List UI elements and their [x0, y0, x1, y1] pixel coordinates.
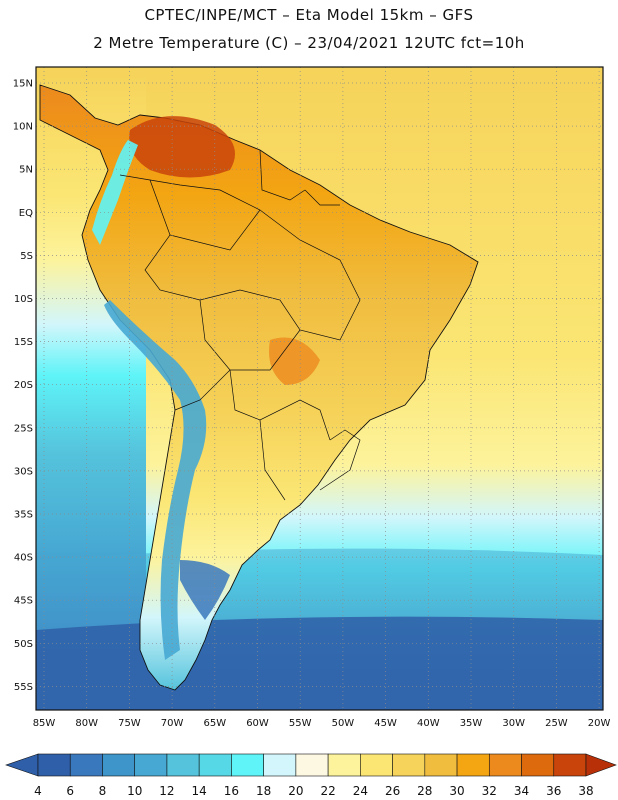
lon-label: 45W: [374, 718, 397, 729]
lat-label: 15S: [14, 337, 33, 348]
colorbar-swatch: [231, 753, 264, 777]
colorbar-swatch: [295, 753, 329, 777]
colorbar-swatch: [166, 753, 200, 777]
colorbar-tick-label: 24: [353, 784, 368, 798]
colorbar-tick-label: 16: [224, 784, 239, 798]
colorbar-swatch: [553, 753, 587, 777]
lon-label: 85W: [33, 718, 56, 729]
colorbar: 4 6 8 10 12 14 16 18 20 22 24 26 28 30 32 34 36 38: [5, 753, 617, 798]
hot-region-venezuela: [129, 116, 235, 178]
south-america-landmass: [39, 84, 479, 691]
colorbar-tick-label: 28: [417, 784, 432, 798]
lat-label: 40S: [14, 553, 33, 564]
colorbar-swatch: [488, 753, 522, 777]
map-frame: [35, 66, 604, 711]
lat-label: 25S: [14, 423, 33, 434]
lat-label: 20S: [14, 380, 33, 391]
lat-label: 15N: [13, 79, 33, 90]
andes-south: [104, 300, 207, 660]
colorbar-swatch: [392, 753, 426, 777]
colorbar-tick-label: 4: [34, 784, 42, 798]
lat-label: 10S: [14, 294, 33, 305]
lat-label: 55S: [14, 682, 33, 693]
colorbar-tick-label: 36: [546, 784, 561, 798]
colorbar-swatch: [424, 753, 458, 777]
colorbar-tick-label: 6: [66, 784, 74, 798]
lon-label: 65W: [203, 718, 226, 729]
colorbar-arrow-low: [5, 753, 39, 777]
lon-label: 55W: [289, 718, 312, 729]
colorbar-swatch: [327, 753, 361, 777]
colorbar-tick-label: 12: [159, 784, 174, 798]
colorbar-tick-label: 26: [385, 784, 400, 798]
lat-label: 50S: [14, 639, 33, 650]
colorbar-tick-label: 30: [449, 784, 464, 798]
colorbar-swatch: [134, 753, 168, 777]
colorbar-tick-label: 34: [514, 784, 529, 798]
map-title-line-2: 2 Metre Temperature (C) – 23/04/2021 12U…: [93, 34, 525, 52]
colorbar-swatch: [263, 753, 297, 777]
lon-label: 75W: [118, 718, 141, 729]
andes-north: [92, 140, 138, 245]
lat-label: 5S: [20, 251, 33, 262]
lon-label: 20W: [588, 718, 611, 729]
colorbar-swatch: [456, 753, 490, 777]
colorbar-swatch: [360, 753, 393, 777]
lat-label: EQ: [19, 208, 33, 219]
latitude-labels: 15N 10N 5N EQ 5S 10S 15S 20S 25S 30S 35S 40S 45S 50S 5…: [13, 79, 33, 693]
colorbar-swatch: [37, 753, 71, 777]
colorbar-arrow-high: [585, 753, 617, 777]
colorbar-tick-label: 22: [320, 784, 335, 798]
colorbar-swatch: [69, 753, 103, 777]
colorbar-swatch: [521, 753, 555, 777]
lon-label: 60W: [246, 718, 269, 729]
lon-label: 25W: [545, 718, 568, 729]
patagonia-cold-patch: [180, 560, 230, 620]
colorbar-swatch: [102, 753, 136, 777]
colorbar-tick-label: 10: [127, 784, 142, 798]
lat-label: 5N: [19, 165, 33, 176]
colorbar-tick-label: 8: [99, 784, 107, 798]
map-title-line-1: CPTEC/INPE/MCT – Eta Model 15km – GFS: [144, 6, 474, 24]
lat-label: 45S: [14, 596, 33, 607]
longitude-labels: 85W 80W 75W 70W 65W 60W 55W 50W 45W 40W 35W 30W 25W 2…: [33, 718, 611, 729]
lon-label: 40W: [417, 718, 440, 729]
lon-label: 50W: [332, 718, 355, 729]
colorbar-tick-label: 20: [288, 784, 303, 798]
country-borders: [119, 149, 361, 501]
southern-cold-band: [36, 616, 603, 710]
lon-label: 70W: [161, 718, 184, 729]
lat-label: 35S: [14, 510, 33, 521]
colorbar-tick-label: 14: [192, 784, 207, 798]
lon-label: 35W: [460, 718, 483, 729]
hot-region-mato-grosso: [269, 337, 320, 385]
graticule: [36, 67, 603, 710]
lat-label: 30S: [14, 466, 33, 477]
colorbar-tick-label: 18: [256, 784, 271, 798]
colorbar-tick-label: 38: [578, 784, 593, 798]
lon-label: 80W: [75, 718, 98, 729]
colorbar-tick-label: 32: [482, 784, 497, 798]
colorbar-swatch: [198, 753, 232, 777]
lon-label: 30W: [502, 718, 525, 729]
lat-label: 10N: [13, 122, 33, 133]
